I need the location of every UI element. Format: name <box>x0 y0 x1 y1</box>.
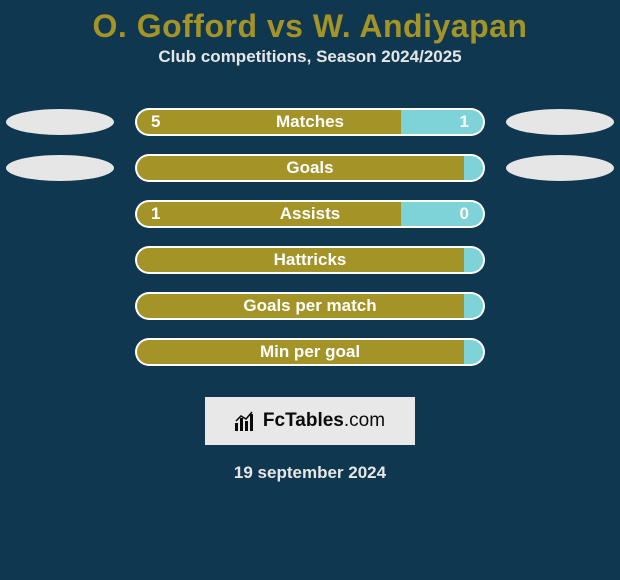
brand-text: FcTables.com <box>263 410 385 432</box>
brand-main: FcTables <box>263 410 344 431</box>
bar-chart-icon <box>235 411 257 431</box>
brand-suffix: .com <box>344 410 385 431</box>
stat-bar-left <box>135 246 464 274</box>
stat-bar-left <box>135 292 464 320</box>
player-left-badge <box>6 155 114 181</box>
stat-row: Goals per match <box>0 283 620 329</box>
stat-bar-left: 1 <box>135 200 401 228</box>
date-text: 19 september 2024 <box>0 463 620 483</box>
stat-bar: 10Assists <box>135 200 485 228</box>
stat-value-right: 1 <box>460 112 469 132</box>
comparison-page: O. Gofford vs W. Andiyapan Club competit… <box>0 0 620 580</box>
stat-bar: Goals <box>135 154 485 182</box>
player-left-badge <box>6 109 114 135</box>
stat-bar: Goals per match <box>135 292 485 320</box>
stat-bar-left <box>135 338 464 366</box>
stat-bar-left: 5 <box>135 108 401 136</box>
stat-bar-right <box>464 246 485 274</box>
stat-row: Hattricks <box>0 237 620 283</box>
stat-row: 51Matches <box>0 99 620 145</box>
player-right-badge <box>506 109 614 135</box>
stat-bar: Hattricks <box>135 246 485 274</box>
stat-bar-left <box>135 154 464 182</box>
stat-value-right: 0 <box>460 204 469 224</box>
stat-bar: Min per goal <box>135 338 485 366</box>
stat-bar: 51Matches <box>135 108 485 136</box>
page-subtitle: Club competitions, Season 2024/2025 <box>0 47 620 67</box>
stat-value-left: 5 <box>151 112 160 132</box>
stat-bar-right: 1 <box>401 108 485 136</box>
page-title: O. Gofford vs W. Andiyapan <box>0 0 620 47</box>
stat-bar-right <box>464 154 485 182</box>
stat-row: Goals <box>0 145 620 191</box>
stat-value-left: 1 <box>151 204 160 224</box>
comparison-rows: 51MatchesGoals10AssistsHattricksGoals pe… <box>0 99 620 375</box>
stat-row: Min per goal <box>0 329 620 375</box>
player-right-badge <box>506 155 614 181</box>
stat-bar-right: 0 <box>401 200 485 228</box>
brand-box: FcTables.com <box>205 397 415 445</box>
stat-bar-right <box>464 292 485 320</box>
stat-bar-right <box>464 338 485 366</box>
stat-row: 10Assists <box>0 191 620 237</box>
